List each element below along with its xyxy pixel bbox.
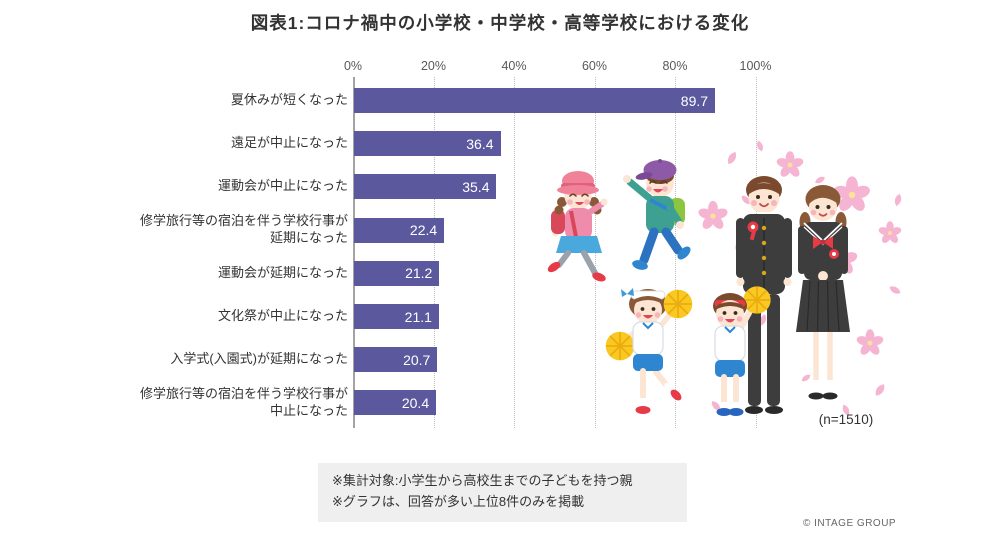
bar: 20.7 <box>354 347 438 373</box>
chart-title: 図表1:コロナ禍中の小学校・中学校・高等学校における変化 <box>250 13 750 33</box>
bar-value: 36.4 <box>466 135 494 152</box>
uniform-girl-icon <box>796 185 850 400</box>
bar-value: 21.2 <box>405 265 433 282</box>
bar: 21.1 <box>354 304 439 329</box>
x-tick-label: 20% <box>420 59 447 73</box>
copyright: © INTAGE GROUP <box>803 518 897 529</box>
note-line-2: ※グラフは、回答が多い上位8件のみを掲載 <box>332 493 585 509</box>
gridline <box>433 77 435 428</box>
cheer-girl-icon <box>604 288 694 414</box>
x-tick-label: 40% <box>501 59 527 73</box>
category-label: 運動会が中止になった <box>217 178 348 194</box>
notes-box: ※集計対象:小学生から高校生までの子どもを持つ親 ※グラフは、回答が多い上位8件… <box>318 463 687 522</box>
axis-line <box>353 77 355 428</box>
bar: 89.7 <box>354 88 716 113</box>
category-label: 修学旅行等の宿泊を伴う学校行事が 中止になった <box>139 386 348 418</box>
gridline <box>514 77 515 428</box>
bar-value: 20.4 <box>401 394 430 411</box>
sample-size: (n=1510) <box>818 412 874 427</box>
category-label: 遠足が中止になった <box>230 135 348 151</box>
category-label: 文化祭が中止になった <box>217 308 348 324</box>
x-tick-label: 60% <box>581 59 608 73</box>
bar: 36.4 <box>354 131 501 157</box>
cheer-boy-icon <box>713 285 772 416</box>
bar-value: 35.4 <box>462 178 490 195</box>
x-tick-label: 0% <box>343 59 363 73</box>
bar-value: 89.7 <box>680 92 709 109</box>
category-label: 入学式(入園式)が延期になった <box>170 351 348 367</box>
bar: 22.4 <box>354 217 445 243</box>
bar: 21.2 <box>354 260 440 286</box>
note-line-1: ※集計対象:小学生から高校生までの子どもを持つ親 <box>332 473 633 488</box>
bar-value: 22.4 <box>409 222 438 239</box>
category-label: 夏休みが短くなった <box>230 92 348 108</box>
uniform-boy-icon <box>736 176 792 414</box>
running-girl-icon <box>547 171 608 282</box>
bar: 20.4 <box>354 390 437 416</box>
children-illustration <box>547 139 903 417</box>
x-tick-label: 80% <box>662 59 688 73</box>
category-label: 運動会が延期になった <box>217 264 348 280</box>
category-label: 修学旅行等の宿泊を伴う学校行事が 延期になった <box>139 213 348 246</box>
x-tick-label: 100% <box>739 59 772 73</box>
bar-value: 21.1 <box>404 308 432 325</box>
bar-value: 20.7 <box>403 351 431 368</box>
bar: 35.4 <box>354 174 497 200</box>
running-boy-icon <box>623 159 691 270</box>
